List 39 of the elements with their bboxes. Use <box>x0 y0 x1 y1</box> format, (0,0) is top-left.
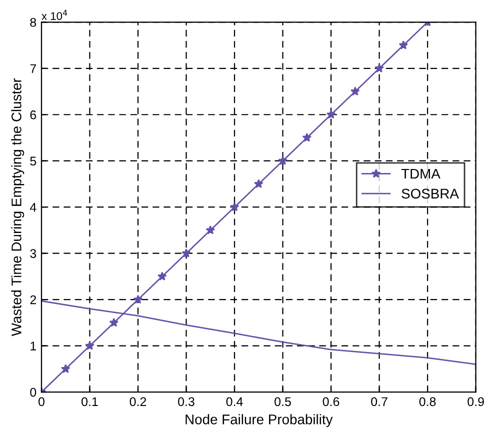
point <box>278 156 288 165</box>
point <box>206 225 216 234</box>
x-tick-label: 0.5 <box>274 397 291 406</box>
x-tick-label: 0.7 <box>371 397 388 406</box>
y-tick-label: 7 <box>30 64 36 73</box>
point <box>182 248 191 258</box>
y-axis-title: Wasted Time During Emptying the Cluster <box>11 78 24 336</box>
point <box>302 132 312 142</box>
y-tick-label: 8 <box>30 18 36 27</box>
point <box>254 179 264 188</box>
x-tick-label: 0.3 <box>178 397 194 406</box>
x-tick-label: 0.6 <box>322 397 340 406</box>
x-tick-label: 0.8 <box>419 397 436 406</box>
point <box>133 294 143 304</box>
point <box>230 202 240 212</box>
legend-label: SOSBRA <box>402 188 459 199</box>
x-tick-label: 0.4 <box>226 397 243 406</box>
legend-label: TDMA <box>401 169 440 179</box>
point <box>326 110 336 119</box>
y-tick-label: 5 <box>30 156 36 166</box>
point <box>60 364 70 373</box>
x-tick-label: 0 <box>38 397 44 406</box>
y-tick-label: 0 <box>30 388 36 397</box>
x-tick-label: 0.1 <box>82 397 98 406</box>
y-tick-label: 3 <box>30 249 36 258</box>
point <box>157 272 167 281</box>
point <box>109 318 119 327</box>
y-tick-label: 4 <box>30 203 36 212</box>
y-tick-label: 6 <box>30 110 36 120</box>
x-tick-label: 0.9 <box>468 397 484 406</box>
y-tick-label: 1 <box>30 342 36 350</box>
x-tick-label: 0.2 <box>130 397 146 406</box>
y-tick-label: 2 <box>30 295 36 304</box>
text: x 10$^{4}$ <box>42 10 68 20</box>
point <box>350 86 360 96</box>
point <box>85 340 94 350</box>
point <box>374 64 384 72</box>
x-axis-title: Node Failure Probability <box>186 414 333 428</box>
point <box>398 40 408 50</box>
